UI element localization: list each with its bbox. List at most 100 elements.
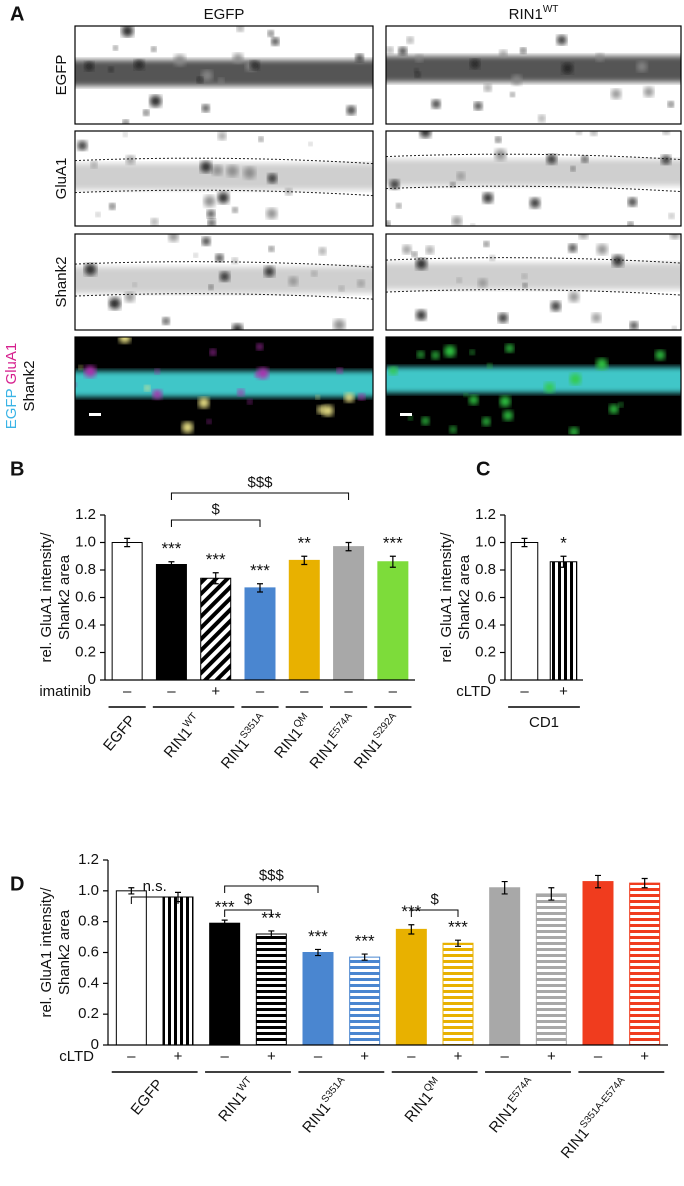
y-tick-label: 0 [91,1036,99,1053]
spine [482,192,494,204]
micrograph-frame [74,25,374,125]
spine [264,266,275,277]
treatment-sign: + [547,1048,556,1065]
spine [595,53,604,62]
micrograph-frame [74,130,374,227]
group-label: EGFP [100,712,139,754]
spine [207,209,215,218]
y-axis-label: Shank2 area [456,554,473,640]
dendrite-outline [75,189,373,197]
spine [232,257,238,264]
treatment-sign: + [211,683,220,700]
spine [487,363,493,369]
micrograph [386,26,681,124]
significance-label: *** [261,908,281,927]
spine [672,326,677,330]
dendrite-outline [386,257,681,264]
spine [232,207,238,213]
bracket [224,885,319,893]
spine [84,365,97,378]
spine [218,131,227,140]
spine [267,173,277,184]
spine [315,394,320,400]
spine [661,155,671,165]
spine [124,292,135,303]
error-bar [268,930,275,938]
treatment-sign: – [127,1048,136,1065]
micrograph-frame [385,336,682,436]
group-label-base: RIN1 [351,735,386,772]
spine [444,345,456,358]
error-bar [560,555,567,568]
panel-label: D [10,873,24,895]
y-tick-label: 0.2 [78,1005,99,1022]
spine [268,246,275,252]
column-header-base: RIN1 [509,6,543,23]
y-tick-label: 0.4 [78,974,99,991]
group-label-base: CD1 [529,714,559,731]
spine [257,367,269,380]
y-tick-label: 1.2 [78,851,99,868]
spine [415,258,427,270]
bar [333,546,365,681]
y-tick-label: 0.4 [75,616,96,633]
spine [416,309,427,321]
spine [193,253,198,258]
spine [118,337,131,344]
group-label: RIN1S351A-E574A [556,1075,633,1162]
spine [237,389,245,397]
spine [581,155,589,163]
y-tick-label: 0.6 [75,588,96,605]
y-axis-label: rel. GluA1 intensity/ [438,532,455,663]
spine [250,60,260,70]
spine [662,131,670,135]
spine [215,254,224,263]
spine [344,392,355,403]
spine [521,273,528,279]
treatment-sign: + [174,1048,183,1065]
spine [121,26,134,37]
group-label: RIN1QM [270,711,317,762]
y-axis-label: rel. GluA1 intensity/ [38,532,55,663]
spine [578,234,588,239]
spine [322,404,334,417]
micrograph [386,131,681,226]
spine [470,59,480,69]
spine [256,343,263,350]
group-label: RIN1E574A [484,1075,540,1137]
dendrite [75,163,373,190]
spine [511,74,522,85]
spine [258,136,264,142]
bar [535,893,567,1046]
micrograph [75,337,373,435]
dendrite-outline [75,261,373,268]
spine [123,132,128,137]
spine [495,136,502,143]
spine [201,70,213,82]
spine [431,351,440,360]
y-tick-label: 0.8 [78,913,99,930]
column-header: RIN1WT [509,4,559,23]
spine [126,155,135,165]
spine [232,323,243,330]
spine [568,243,577,253]
y-tick-label: 0 [488,671,496,688]
spine [474,101,483,111]
row-label: EGFP [53,55,70,96]
group-label-sup: E574A [327,711,355,741]
spine [611,89,622,99]
treatment-sign: + [267,1048,276,1065]
error-bar [315,948,321,957]
dendrite-outline [386,289,681,296]
spine [498,313,508,323]
micrograph [75,26,373,124]
bar [155,564,187,681]
spine [151,46,157,52]
spine [318,247,327,255]
treatment-sign: – [123,683,132,700]
spine [591,313,602,323]
spine [499,50,508,58]
group-label-base: RIN1 [218,735,253,772]
dendrite [75,371,373,398]
spine [628,197,637,207]
